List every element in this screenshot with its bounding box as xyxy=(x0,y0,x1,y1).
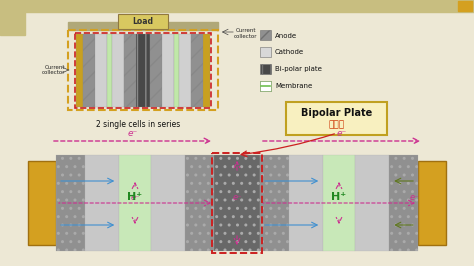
Bar xyxy=(136,34,150,107)
Bar xyxy=(185,155,214,251)
Bar xyxy=(151,155,185,251)
Text: Current
collector: Current collector xyxy=(234,28,258,39)
Bar xyxy=(95,34,107,107)
Text: Anode: Anode xyxy=(275,32,297,39)
Bar xyxy=(203,34,210,107)
Bar xyxy=(173,34,180,107)
Bar xyxy=(323,155,355,251)
Text: Bi-polar plate: Bi-polar plate xyxy=(275,66,322,73)
Bar xyxy=(212,153,262,253)
Bar xyxy=(75,33,211,108)
Text: Membrane: Membrane xyxy=(275,84,312,89)
Bar xyxy=(83,34,95,107)
Text: e⁻: e⁻ xyxy=(128,129,137,138)
Bar xyxy=(389,155,418,251)
Bar xyxy=(68,30,218,110)
Bar xyxy=(0,0,25,35)
Bar xyxy=(162,34,173,107)
Bar xyxy=(56,155,85,251)
Bar xyxy=(112,34,124,107)
Bar xyxy=(289,155,323,251)
Text: Load: Load xyxy=(133,17,154,26)
Bar xyxy=(260,155,289,251)
Bar xyxy=(150,34,162,107)
Text: e⁻: e⁻ xyxy=(232,193,242,202)
Bar xyxy=(85,155,119,251)
Bar xyxy=(458,1,472,11)
Text: H⁺: H⁺ xyxy=(331,192,346,202)
Bar xyxy=(0,0,474,12)
Text: Bipolar Plate: Bipolar Plate xyxy=(301,109,373,118)
Bar xyxy=(119,155,151,251)
Text: e⁻: e⁻ xyxy=(409,193,419,202)
Bar xyxy=(76,34,83,107)
Bar xyxy=(260,81,271,91)
Bar xyxy=(191,34,203,107)
Bar xyxy=(180,34,191,107)
Bar xyxy=(260,47,271,57)
Bar xyxy=(68,22,218,30)
Bar xyxy=(107,34,112,107)
Bar xyxy=(260,64,271,74)
Text: e⁻: e⁻ xyxy=(337,129,346,138)
Bar xyxy=(418,161,446,245)
Text: Cathode: Cathode xyxy=(275,49,304,56)
FancyBboxPatch shape xyxy=(118,14,168,29)
Bar xyxy=(28,161,56,245)
Text: H⁺: H⁺ xyxy=(128,192,143,202)
Text: 2 single cells in series: 2 single cells in series xyxy=(96,120,180,129)
Text: e⁻: e⁻ xyxy=(130,193,140,202)
Bar xyxy=(260,30,271,40)
Bar xyxy=(124,34,136,107)
Text: Current
collector: Current collector xyxy=(42,65,65,75)
FancyBboxPatch shape xyxy=(286,102,388,135)
Text: 雙極板: 雙極板 xyxy=(329,120,345,129)
Bar xyxy=(355,155,389,251)
Bar xyxy=(214,155,260,251)
Bar xyxy=(260,81,271,91)
